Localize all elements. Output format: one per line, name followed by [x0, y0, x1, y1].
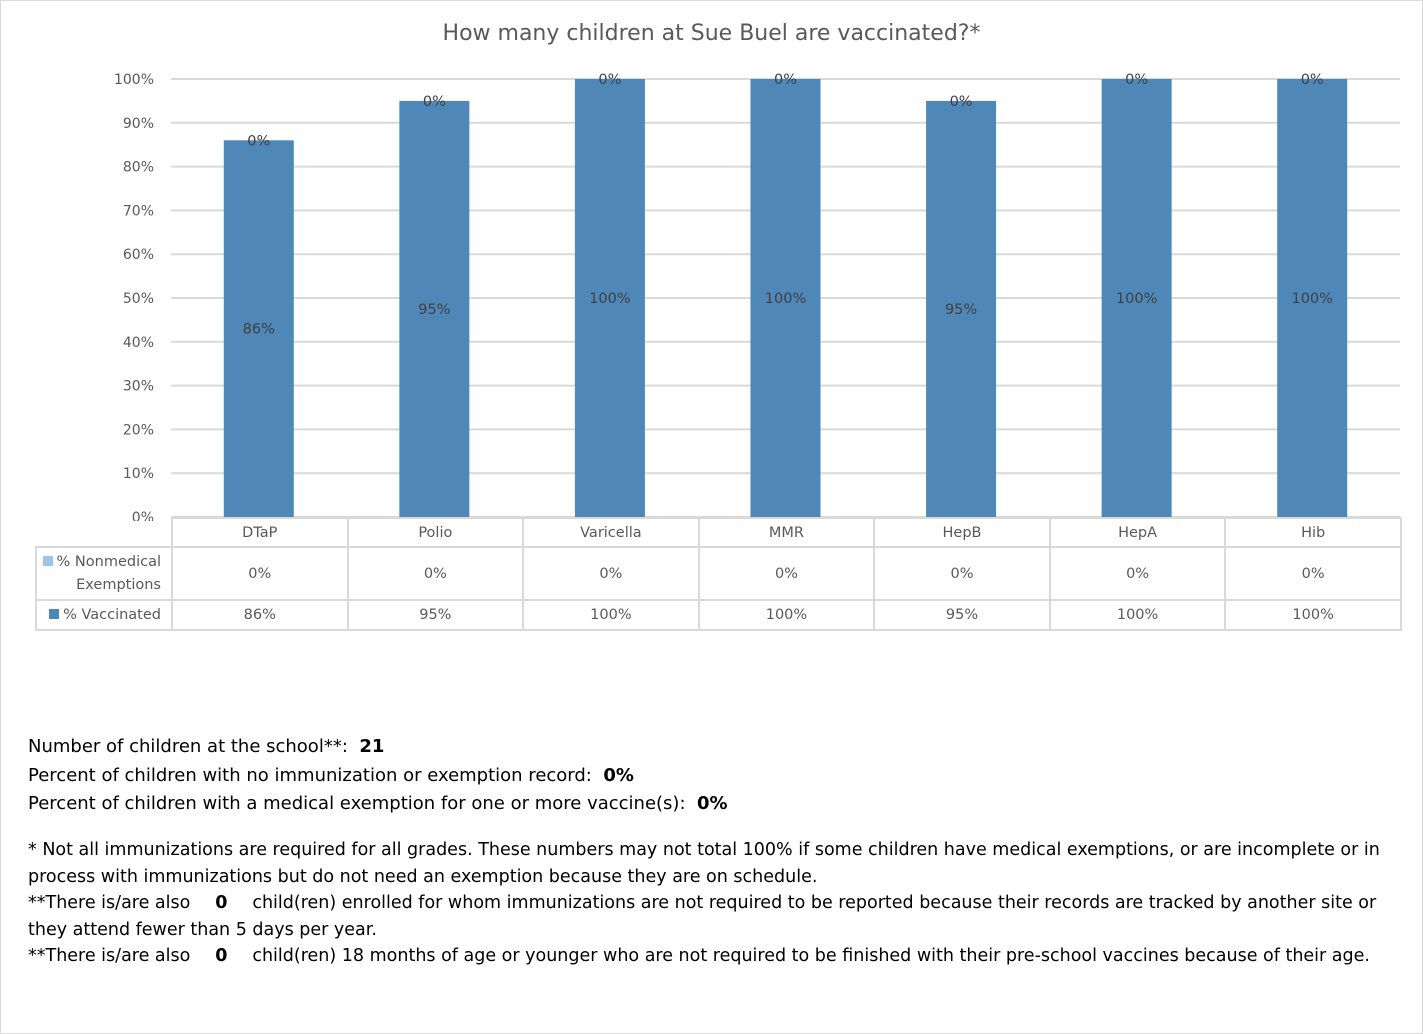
data-label-nonmedical: 0% — [1301, 72, 1324, 88]
stat-value: 0% — [603, 764, 634, 786]
x-tick-label: HepA — [1048, 517, 1227, 548]
table-cell-vaccinated: 100% — [522, 599, 700, 631]
footnote-text: child(ren) 18 months of age or younger w… — [252, 946, 1370, 966]
data-label-vaccinated: 100% — [589, 291, 630, 307]
table-cell-nonmedical: 0% — [171, 546, 349, 601]
footnote-prefix: **There is/are also — [28, 946, 191, 966]
y-tick-label: 100% — [114, 72, 154, 88]
stat-value: 21 — [359, 736, 385, 757]
footnote-3: **There is/are also 0 child(ren) 18 months… — [28, 943, 1408, 970]
table-cell-vaccinated: 95% — [346, 599, 525, 631]
data-label-nonmedical: 0% — [423, 94, 446, 110]
y-tick-label: 10% — [123, 466, 154, 482]
data-label-vaccinated: 86% — [243, 322, 275, 338]
y-tick-label: 80% — [123, 160, 154, 176]
y-tick-label: 60% — [123, 247, 154, 263]
data-label-nonmedical: 0% — [774, 72, 797, 88]
x-tick-label: Varicella — [522, 517, 700, 548]
bar-vaccinated — [750, 79, 821, 517]
data-label-nonmedical: 0% — [1125, 72, 1148, 88]
bar-vaccinated — [223, 140, 294, 517]
y-tick-label: 20% — [123, 422, 154, 438]
table-cell-vaccinated: 95% — [873, 599, 1051, 631]
y-tick-label: 70% — [123, 203, 154, 219]
footnote-value: 0 — [215, 893, 228, 913]
chart-title: How many children at Sue Buel are vaccin… — [442, 21, 981, 46]
footnote-value: 0 — [215, 946, 228, 966]
data-label-vaccinated: 95% — [418, 302, 450, 318]
legend-swatch-nonmedical — [42, 555, 53, 566]
table-cell-vaccinated: 100% — [697, 599, 876, 631]
x-tick-label: MMR — [697, 517, 876, 548]
bar-vaccinated — [1277, 79, 1348, 517]
data-table: DTaP Polio Varicella MMR HepB HepA Hib % Nonme… — [35, 517, 1402, 631]
x-tick-label: Hib — [1224, 517, 1402, 548]
table-cell-vaccinated: 100% — [1224, 599, 1402, 631]
table-cell-vaccinated: 100% — [1048, 599, 1227, 631]
stat-children: Number of children at the school**: 21 — [28, 733, 728, 762]
data-label-nonmedical: 0% — [598, 72, 621, 88]
summary-stats: Number of children at the school**: 21 P… — [28, 733, 728, 819]
data-label-vaccinated: 100% — [1116, 291, 1157, 307]
data-label-vaccinated: 95% — [945, 302, 977, 318]
x-tick-label: Polio — [346, 517, 525, 548]
footnote-prefix: **There is/are also — [28, 893, 191, 913]
bar-vaccinated — [574, 79, 645, 517]
y-tick-label: 0% — [132, 510, 154, 521]
legend-swatch-vaccinated — [49, 609, 60, 619]
x-tick-label: HepB — [873, 517, 1051, 548]
stat-value: 0% — [696, 793, 728, 814]
footnote-text: child(ren) enrolled for whom immunizatio… — [28, 893, 1377, 940]
stat-no-record: Percent of children with no immunization… — [28, 762, 728, 791]
chart-plot: 0% 10% 20% 30% 40% 50% 60% 70% 80% 90% 100% 86% 0% 95… — [114, 72, 1400, 521]
legend-label: % Nonmedical — [56, 553, 161, 570]
footnote-1: * Not all immunizations are required for… — [28, 840, 1380, 887]
table-cell-nonmedical: 0% — [873, 546, 1051, 601]
y-tick-label: 90% — [123, 116, 154, 132]
y-tick-label: 50% — [123, 291, 154, 307]
stat-label: Percent of children with a medical exemp… — [28, 793, 686, 814]
table-cell-nonmedical: 0% — [1048, 546, 1227, 601]
data-label-nonmedical: 0% — [950, 94, 973, 110]
table-cell-nonmedical: 0% — [1224, 546, 1402, 601]
legend-nonmedical: % Nonmedical Exemptions — [35, 546, 173, 601]
stat-label: Number of children at the school**: — [28, 736, 348, 757]
bar-vaccinated — [399, 100, 470, 518]
bar-vaccinated — [1101, 79, 1172, 517]
table-cell-nonmedical: 0% — [522, 546, 700, 601]
table-cell-nonmedical: 0% — [346, 546, 525, 601]
table-cell-vaccinated: 86% — [171, 599, 349, 631]
data-label-vaccinated: 100% — [765, 291, 806, 307]
data-label-vaccinated: 100% — [1291, 291, 1332, 307]
bar-vaccinated — [926, 100, 997, 518]
stat-medical: Percent of children with a medical exemp… — [28, 790, 728, 819]
y-tick-label: 40% — [123, 335, 154, 351]
legend-label: % Vaccinated — [63, 607, 161, 623]
y-tick-label: 30% — [123, 379, 154, 395]
data-label-nonmedical: 0% — [247, 133, 270, 149]
table-cell-nonmedical: 0% — [697, 546, 876, 601]
legend-vaccinated: % Vaccinated — [35, 599, 173, 631]
stat-label: Percent of children with no immunization… — [28, 764, 592, 786]
x-tick-label: DTaP — [171, 517, 349, 548]
legend-label: Exemptions — [76, 576, 161, 593]
footnotes: * Not all immunizations are required for… — [28, 837, 1408, 970]
footnote-2: **There is/are also 0 child(ren) enrolled … — [28, 890, 1408, 943]
